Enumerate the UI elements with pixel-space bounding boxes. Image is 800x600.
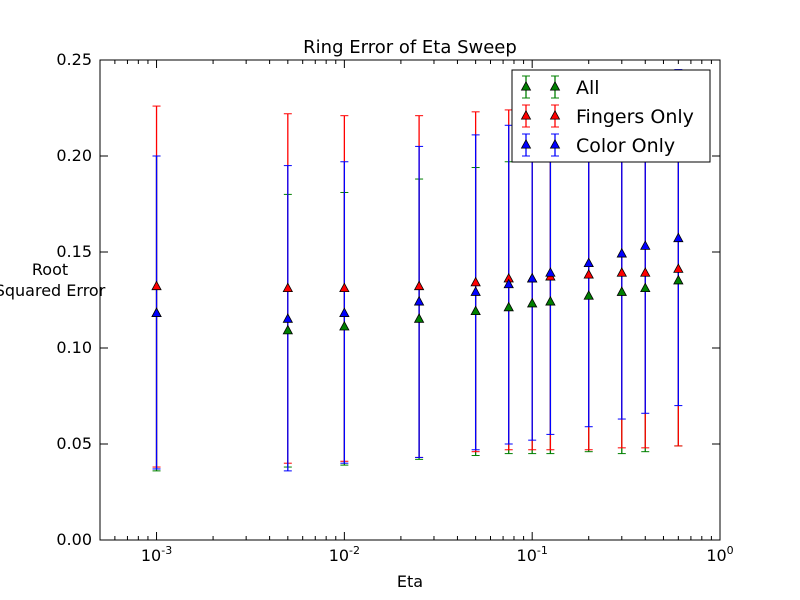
legend-color-only-marker [520, 138, 532, 149]
all-marker [583, 290, 594, 300]
legend-all-marker [520, 80, 532, 91]
legend-label-fingers-only: Fingers Only [576, 106, 694, 128]
color-only-marker [413, 295, 425, 306]
color-only-marker [339, 307, 350, 317]
y-axis-label-line-2: Squared Error [0, 281, 106, 300]
legend-box [511, 69, 711, 163]
fingers-only-marker [470, 276, 481, 287]
color-only-marker [640, 240, 651, 250]
fingers-only-marker [151, 280, 162, 291]
x-tick-label: 100 [706, 544, 733, 565]
y-tick-label: 0.25 [56, 50, 92, 69]
y-axis-label-line-1: Root [32, 260, 68, 279]
all-marker [503, 301, 514, 312]
x-tick-label: 10-1 [517, 544, 548, 565]
all-marker [640, 282, 651, 293]
color-only-marker [526, 272, 538, 283]
all-marker [413, 313, 425, 323]
y-tick-label: 0.00 [56, 530, 92, 549]
data-series [151, 69, 684, 472]
all-marker [526, 297, 538, 308]
fingers-only-marker [583, 269, 594, 279]
axes: 0.00 0.05 0.10 0.15 0.20 0.25 10-3 10-2 10-1 100 [56, 50, 733, 565]
color-only-marker [282, 313, 294, 323]
color-only-marker [503, 278, 514, 289]
color-only-marker [151, 307, 162, 317]
x-tick-label: 10-3 [141, 544, 172, 565]
color-only-marker [545, 267, 556, 277]
y-tick-label: 0.05 [56, 434, 92, 453]
chart-title: Ring Error of Eta Sweep [303, 37, 517, 58]
all-marker [470, 305, 481, 316]
all-marker [339, 320, 350, 331]
legend-fingers-only-marker [549, 109, 561, 120]
all-marker [545, 295, 556, 306]
fingers-only-marker [339, 282, 350, 293]
y-tick-label: 0.20 [56, 146, 92, 165]
legend-all-marker [549, 80, 561, 91]
legend-fingers-only-marker [520, 109, 532, 120]
y-tick-label: 0.15 [56, 242, 92, 261]
all-marker [282, 324, 294, 335]
x-axis-label: Eta [397, 572, 423, 591]
legend-label-all: All [576, 77, 600, 99]
all-marker [673, 274, 684, 285]
legend-color-only-marker [549, 138, 561, 149]
x-tick-label: 10-2 [329, 544, 360, 565]
color-only-marker [583, 257, 594, 268]
fingers-only-marker [616, 267, 627, 277]
legend: All Fingers Only Color Only [511, 69, 711, 163]
y-tick-label: 0.10 [56, 338, 92, 357]
color-only-marker [673, 232, 684, 243]
fingers-only-marker [673, 263, 684, 273]
color-only-marker [616, 247, 627, 258]
color-only-marker [470, 286, 481, 296]
fingers-only-marker [282, 282, 294, 293]
all-marker [616, 286, 627, 296]
axes-frame [99, 59, 721, 541]
fingers-only-marker [413, 280, 425, 291]
fingers-only-marker [640, 267, 651, 277]
legend-label-color-only: Color Only [576, 135, 675, 157]
